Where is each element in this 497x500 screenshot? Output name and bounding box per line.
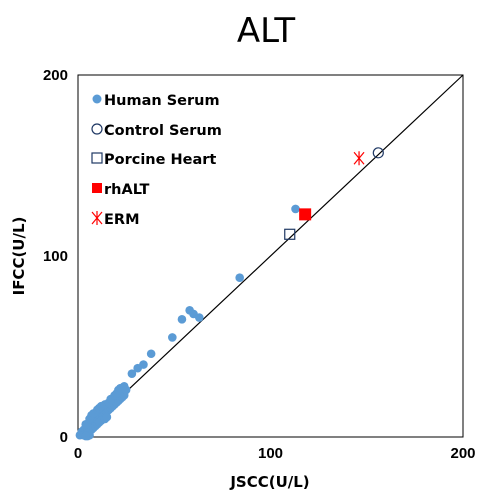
point-human-serum-71 [127,369,137,378]
y-tick-0: 0 [60,429,68,446]
legend-label-erm: ERM [104,212,140,228]
x-tick-200: 200 [450,445,475,462]
point-human-serum-79 [194,313,204,322]
legend-item-erm: ERM [91,211,140,228]
point-human-serum-67 [121,385,131,395]
x-axis-label: JSCC(U/L) [229,473,309,491]
plot-area-frame [77,74,464,438]
point-human-serum-76 [177,315,187,324]
x-tick-100: 100 [258,445,283,462]
legend-marker-human-serum [92,94,102,104]
legend-marker-porcine-heart [91,152,103,164]
point-erm-0 [353,151,365,166]
y-tick-100: 100 [43,248,68,265]
point-human-serum-74 [146,349,156,359]
legend-label-control-serum: Control Serum [104,123,222,139]
points-layer [75,147,384,441]
point-human-serum-70 [81,431,90,441]
legend: Human Serum Control Serum Porcine Heart … [91,93,222,228]
legend-marker-erm [91,211,103,225]
y-axis-label: IFCC(U/L) [10,217,28,296]
legend-item-porcine-heart: Porcine Heart [91,152,216,168]
point-human-serum-80 [235,273,244,283]
identity-line [77,74,464,438]
point-human-serum-81 [291,204,300,214]
point-human-serum-73 [139,360,148,369]
legend-item-rhalt: rhALT [92,182,150,198]
y-tick-200: 200 [43,67,68,84]
point-porcine-heart-0 [284,228,296,240]
legend-label-porcine-heart: Porcine Heart [104,152,216,168]
legend-marker-control-serum [91,123,103,135]
x-tick-0: 0 [74,445,82,462]
legend-item-human-serum: Human Serum [92,93,220,109]
legend-label-human-serum: Human Serum [104,93,220,109]
point-human-serum-51 [102,412,112,422]
legend-label-rhalt: rhALT [104,182,150,198]
point-human-serum-75 [168,333,177,342]
point-control-serum-0 [372,147,384,159]
legend-marker-rhalt [92,183,102,193]
legend-item-control-serum: Control Serum [91,123,222,139]
chart-title: ALT [237,11,296,51]
point-rhalt-0 [299,208,312,221]
